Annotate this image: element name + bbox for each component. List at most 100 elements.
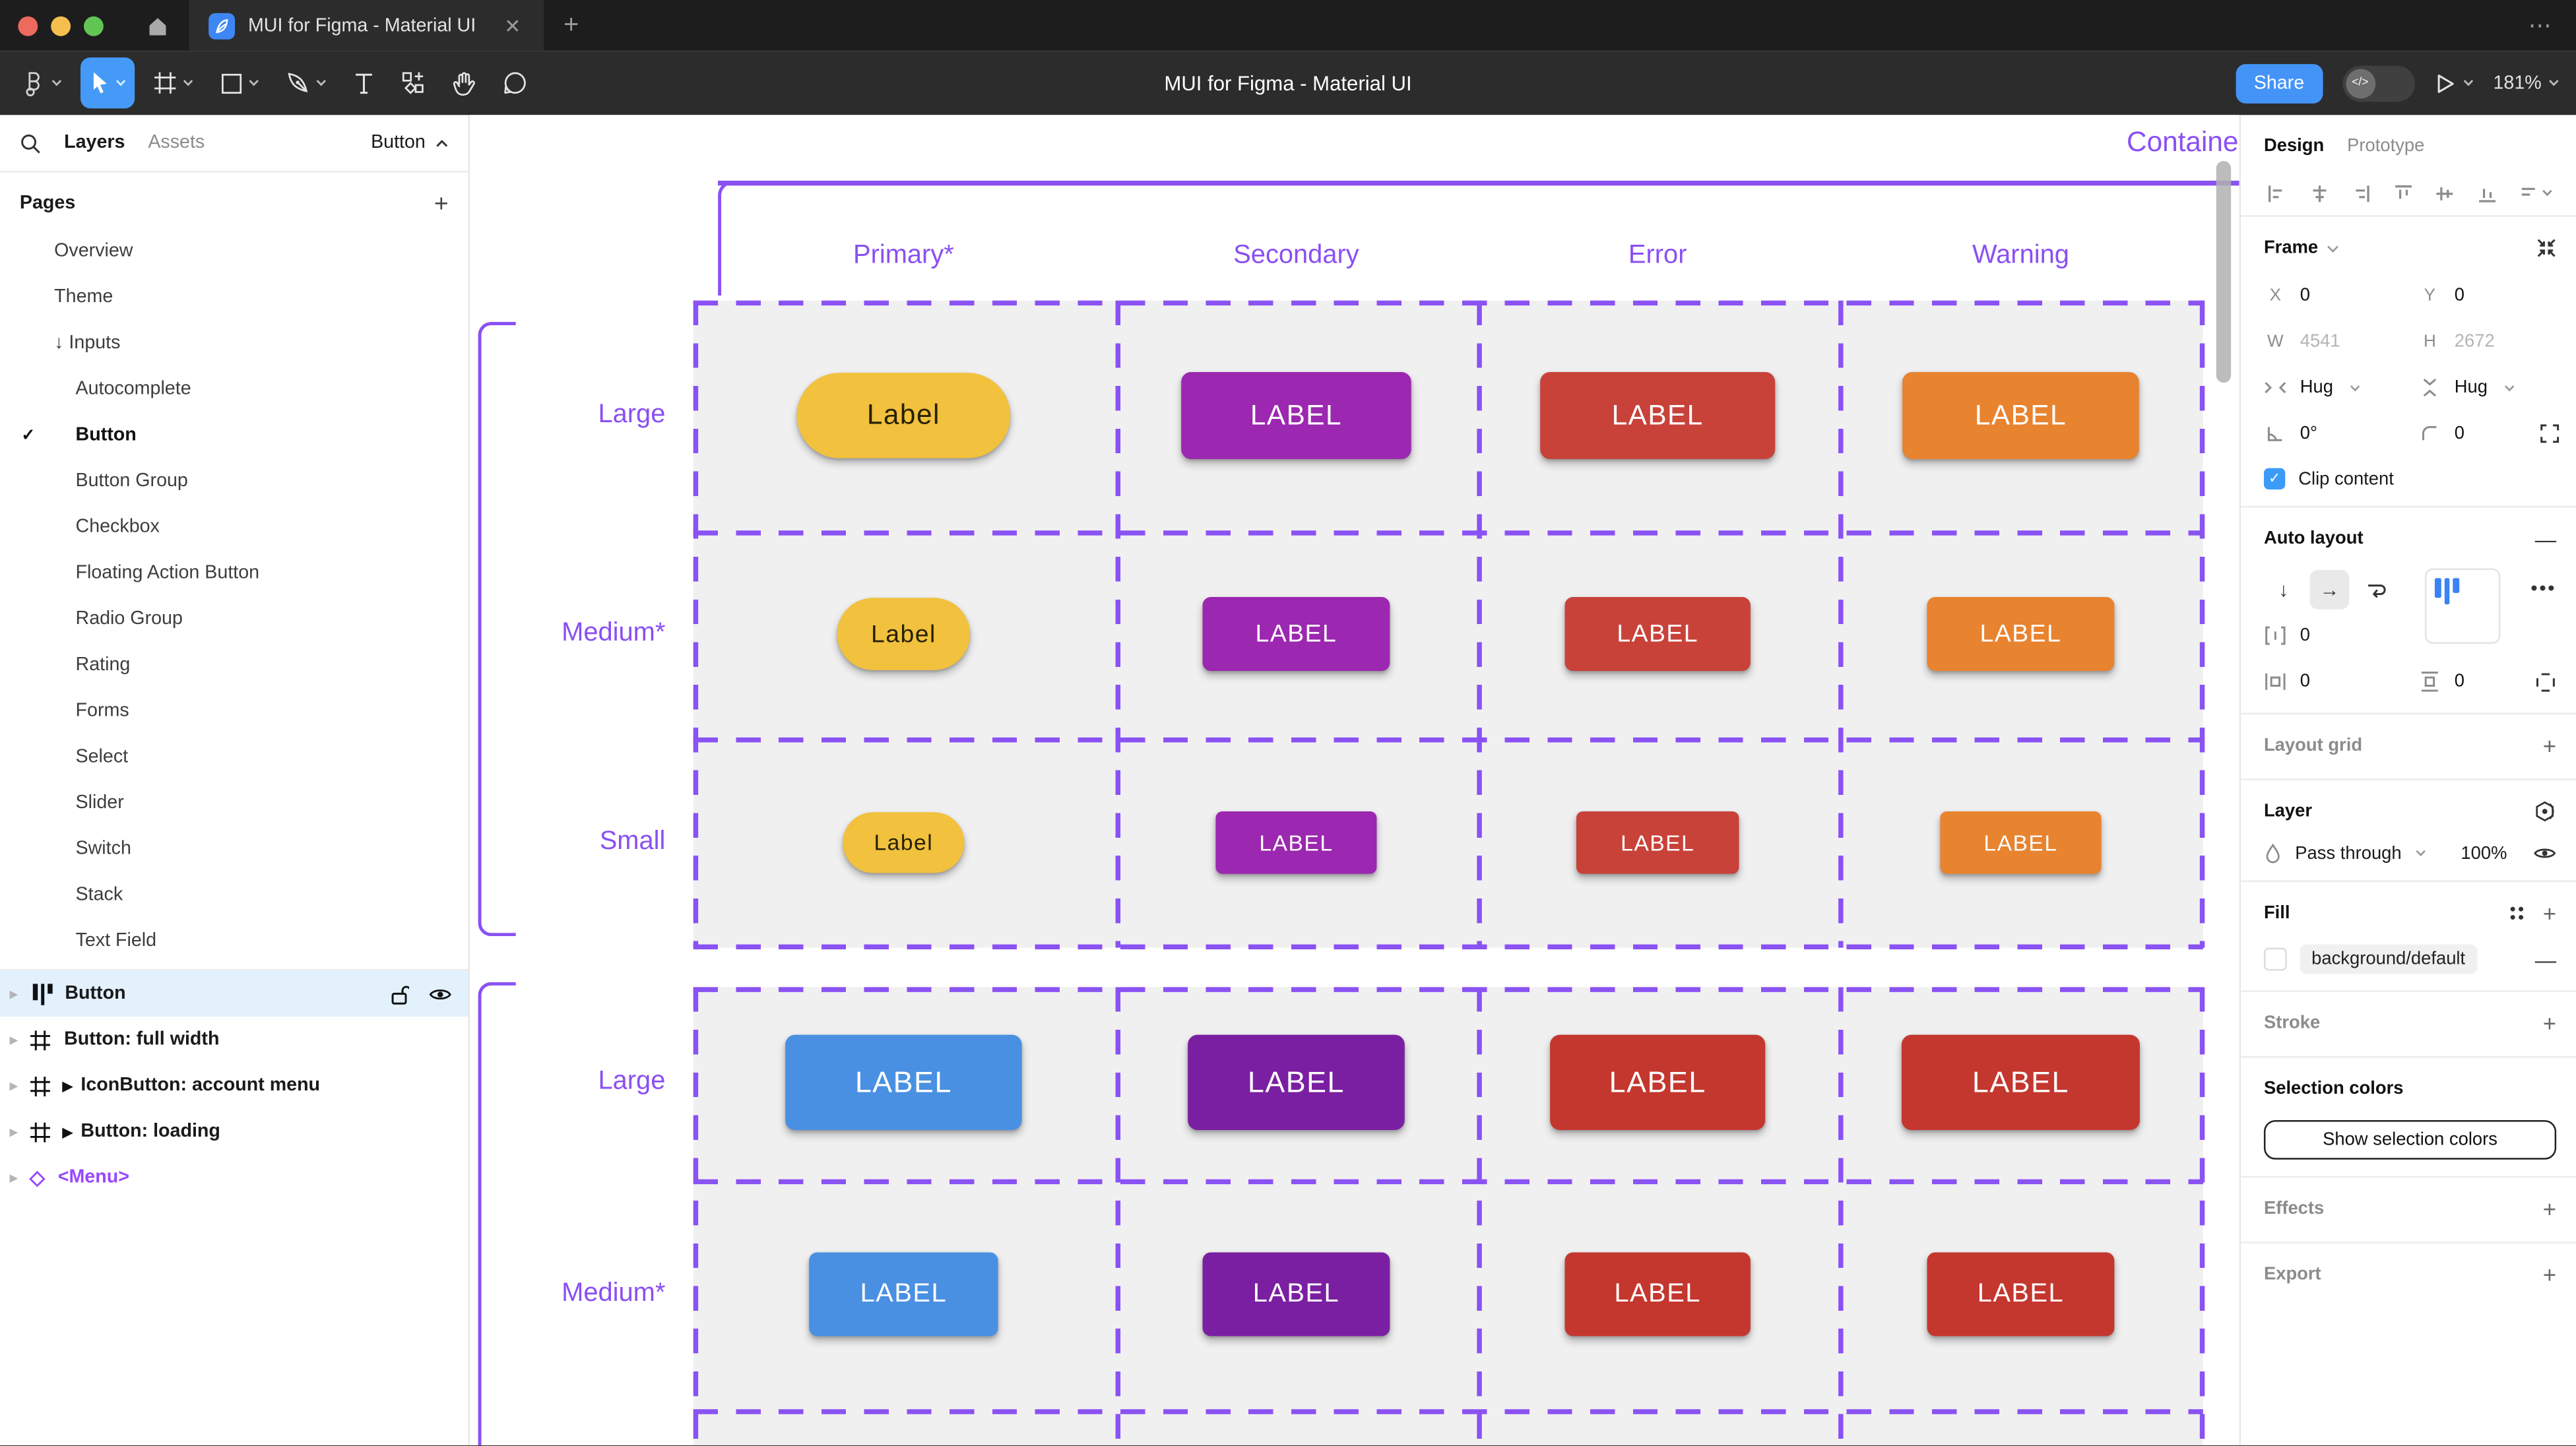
pen-tool-button[interactable] (278, 57, 335, 108)
tab-prototype[interactable]: Prototype (2347, 136, 2425, 156)
canvas-button-secondary-large-g1[interactable]: LABEL (1181, 371, 1411, 459)
align-vertical-center-icon[interactable] (2435, 183, 2455, 203)
file-tab[interactable]: MUI for Figma - Material UI ✕ (189, 0, 544, 51)
align-bottom-icon[interactable] (2476, 183, 2496, 203)
vertical-padding-field[interactable]: 0 (2418, 667, 2533, 697)
canvas-button-primary-large-g2[interactable]: LABEL (785, 1034, 1022, 1130)
canvas-button-warning-large-g2[interactable]: LABEL (1901, 1034, 2140, 1130)
align-top-icon[interactable] (2393, 183, 2412, 203)
sidebar-page-button[interactable]: ✓ Button (0, 412, 468, 458)
direction-wrap-button[interactable] (2356, 570, 2395, 610)
page-indicator[interactable]: Button (371, 133, 449, 153)
expand-chevron-icon[interactable]: ▸ (9, 1030, 18, 1048)
height-field[interactable]: H 2672 (2418, 327, 2560, 356)
canvas-button-secondary-large-g2[interactable]: LABEL (1188, 1034, 1405, 1130)
add-fill-button[interactable]: + (2542, 900, 2557, 927)
styles-icon[interactable] (2507, 903, 2527, 923)
zoom-level-control[interactable]: 181% (2493, 73, 2560, 93)
main-menu-button[interactable] (13, 57, 71, 108)
frame-section-title[interactable]: Frame (2263, 238, 2319, 258)
blend-mode-value[interactable]: Pass through (2295, 843, 2402, 864)
add-layout-grid-button[interactable]: + (2542, 732, 2557, 759)
alignment-widget[interactable] (2424, 568, 2501, 644)
tab-design[interactable]: Design (2263, 136, 2325, 156)
remove-auto-layout-button[interactable]: — (2534, 526, 2557, 551)
layer-row-iconbutton-account-menu[interactable]: ▸ ▶ IconButton: account menu (0, 1063, 468, 1109)
sidebar-page-checkbox[interactable]: Checkbox (0, 504, 468, 550)
window-overflow-icon[interactable]: ⋯ (2528, 11, 2554, 38)
new-tab-button[interactable]: + (564, 11, 579, 39)
rotation-field[interactable]: 0° (2264, 419, 2405, 449)
canvas-button-error-small-g1[interactable]: LABEL (1576, 811, 1739, 874)
canvas-scrollbar[interactable] (2216, 161, 2232, 383)
canvas[interactable]: Contained Primary*Second (470, 115, 2239, 1446)
expand-chevron-icon[interactable]: ▸ (9, 1122, 18, 1139)
sidebar-page-select[interactable]: Select (0, 734, 468, 780)
align-left-icon[interactable] (2267, 183, 2287, 203)
present-button[interactable] (2434, 71, 2474, 94)
comment-tool-button[interactable] (494, 57, 535, 108)
sidebar-page-text-field[interactable]: Text Field (0, 918, 468, 964)
close-window-button[interactable] (18, 15, 38, 36)
distribute-menu-button[interactable] (2519, 183, 2553, 203)
independent-padding-button[interactable] (2535, 671, 2556, 692)
direction-horizontal-button[interactable]: → (2309, 569, 2350, 610)
canvas-button-primary-large-g1[interactable]: Label (796, 373, 1011, 458)
canvas-button-warning-medium-g2[interactable]: LABEL (1927, 1252, 2115, 1336)
canvas-button-secondary-medium-g2[interactable]: LABEL (1202, 1252, 1390, 1336)
add-effect-button[interactable]: + (2542, 1195, 2557, 1222)
canvas-button-primary-small-g1[interactable]: Label (843, 812, 965, 873)
move-tool-button[interactable] (80, 57, 135, 109)
direction-vertical-button[interactable]: ↓ (2278, 578, 2289, 602)
hand-tool-button[interactable] (443, 57, 484, 108)
sidebar-page-theme[interactable]: Theme (0, 274, 468, 321)
canvas-button-secondary-small-g1[interactable]: LABEL (1215, 811, 1377, 874)
sidebar-page-forms[interactable]: Forms (0, 688, 468, 734)
align-horizontal-center-icon[interactable] (2309, 183, 2329, 203)
sidebar-page-rating[interactable]: Rating (0, 643, 468, 689)
auto-layout-more-button[interactable]: ••• (2530, 576, 2557, 600)
layer-opacity-value[interactable]: 100% (2461, 843, 2507, 864)
remove-fill-button[interactable]: — (2534, 947, 2557, 972)
blend-mode-button[interactable] (2533, 800, 2556, 823)
canvas-button-warning-small-g1[interactable]: LABEL (1940, 811, 2102, 874)
canvas-button-error-large-g1[interactable]: LABEL (1540, 371, 1776, 459)
expand-chevron-icon[interactable]: ▸ (9, 984, 18, 1001)
unlock-icon[interactable] (389, 983, 409, 1004)
show-selection-colors-button[interactable]: Show selection colors (2263, 1120, 2557, 1160)
search-icon[interactable] (20, 132, 41, 153)
fill-row[interactable]: background/default — (2263, 944, 2557, 974)
item-spacing-field[interactable]: 0 (2264, 621, 2422, 650)
add-page-button[interactable]: + (434, 189, 449, 218)
eye-icon[interactable] (429, 986, 452, 1001)
vertical-resizing-field[interactable]: Hug (2418, 373, 2560, 402)
expand-chevron-icon[interactable]: ▸ (9, 1077, 18, 1093)
align-right-icon[interactable] (2351, 183, 2371, 203)
clip-content-row[interactable]: ✓ Clip content (2263, 468, 2556, 489)
zoom-window-button[interactable] (83, 15, 104, 36)
horizontal-padding-field[interactable]: 0 (2264, 667, 2405, 697)
layer-row--menu-[interactable]: ▸ ◇ <Menu> (0, 1154, 468, 1201)
canvas-button-secondary-medium-g1[interactable]: LABEL (1202, 597, 1390, 672)
layer-row-button-full-width[interactable]: ▸ Button: full width (0, 1017, 468, 1063)
fill-color-swatch[interactable] (2263, 947, 2287, 971)
shape-tool-button[interactable] (212, 57, 268, 108)
shrink-icon[interactable] (2536, 238, 2556, 258)
horizontal-resizing-field[interactable]: Hug (2264, 373, 2405, 402)
tab-assets[interactable]: Assets (148, 133, 205, 153)
expand-chevron-icon[interactable]: ▸ (9, 1168, 18, 1185)
independent-corners-button[interactable] (2540, 424, 2560, 443)
frame-tool-button[interactable] (145, 57, 202, 108)
home-button[interactable] (127, 0, 189, 51)
dev-mode-toggle[interactable]: </> (2342, 65, 2414, 102)
sidebar-page-stack[interactable]: Stack (0, 872, 468, 918)
sidebar-page-autocomplete[interactable]: Autocomplete (0, 366, 468, 412)
sidebar-page-switch[interactable]: Switch (0, 826, 468, 872)
canvas-button-primary-medium-g1[interactable]: Label (837, 598, 971, 670)
eye-icon[interactable] (2533, 846, 2556, 860)
canvas-button-error-large-g2[interactable]: LABEL (1550, 1034, 1766, 1130)
chevron-down-icon[interactable] (2327, 244, 2340, 252)
sidebar-page-radio-group[interactable]: Radio Group (0, 596, 468, 643)
